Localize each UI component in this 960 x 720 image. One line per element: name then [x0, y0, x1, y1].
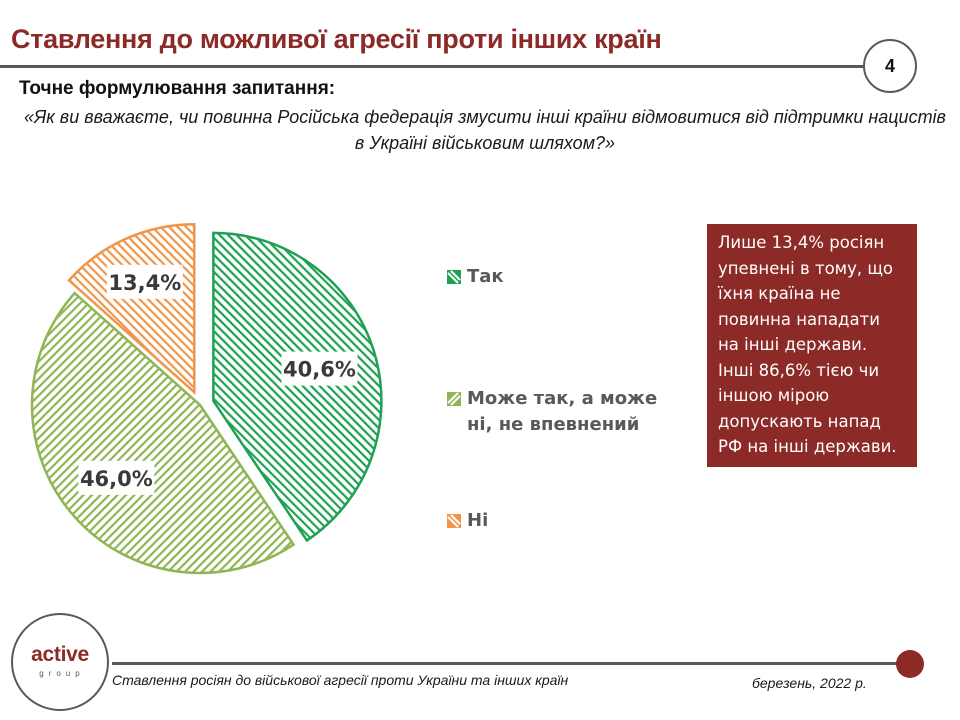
legend-item-no: Ні: [447, 508, 488, 534]
legend-swatch-yes-icon: [447, 270, 461, 284]
data-label-bg: [281, 351, 358, 386]
question-text: «Як ви вважаєте, чи повинна Російська фе…: [24, 107, 946, 153]
callout-line: іншою мірою: [718, 386, 830, 405]
legend-label: Так: [467, 266, 504, 287]
legend-swatch-maybe-icon: [447, 392, 461, 406]
data-label-bg: [78, 460, 155, 495]
page-number-badge: 4: [863, 39, 917, 93]
data-label: 13,4%: [108, 271, 181, 295]
logo-subword: group: [39, 669, 85, 678]
legend-item-maybe: Може так, а може ні, не впевнений: [447, 386, 657, 438]
footer-dot-icon: [896, 650, 924, 678]
legend-label: Може так, а може: [467, 388, 658, 409]
header-divider: [0, 65, 868, 68]
pie-slice-1: [30, 291, 296, 575]
company-logo: active group: [11, 613, 109, 711]
callout-line: допускають напад: [718, 411, 881, 431]
question-heading: Точне формулювання запитання:: [19, 78, 336, 99]
data-label-bg: [106, 264, 183, 299]
callout-line: на інші держави.: [718, 335, 868, 354]
data-label: 40,6%: [283, 358, 356, 382]
callout-line: Інші 86,6% тією чи: [718, 360, 880, 380]
callout-line: упевнені в тому, що: [718, 258, 893, 278]
footer-date: березень, 2022 р.: [752, 675, 867, 691]
callout-line: повинна нападати: [718, 309, 880, 329]
page-title: Ставлення до можливої агресії проти інши…: [11, 24, 662, 54]
legend-label-line2: ні, не впевнений: [467, 414, 640, 435]
footer-divider: [112, 662, 908, 665]
callout-line: їхня країна не: [718, 284, 841, 303]
data-label: 46,0%: [80, 467, 153, 491]
pie-slice-0: [212, 231, 383, 543]
legend-label: Ні: [467, 510, 489, 531]
footer-caption: Ставлення росіян до військової агресії п…: [112, 672, 569, 688]
legend-swatch-no-icon: [447, 514, 461, 528]
legend-item-yes: Так: [447, 264, 504, 290]
callout-line: РФ на інші держави.: [718, 437, 897, 456]
callout-line: Лише 13,4% росіян: [718, 233, 885, 252]
callout-box: Лише 13,4% росіян упевнені в тому, що їх…: [707, 224, 917, 467]
logo-word: active: [31, 643, 89, 666]
